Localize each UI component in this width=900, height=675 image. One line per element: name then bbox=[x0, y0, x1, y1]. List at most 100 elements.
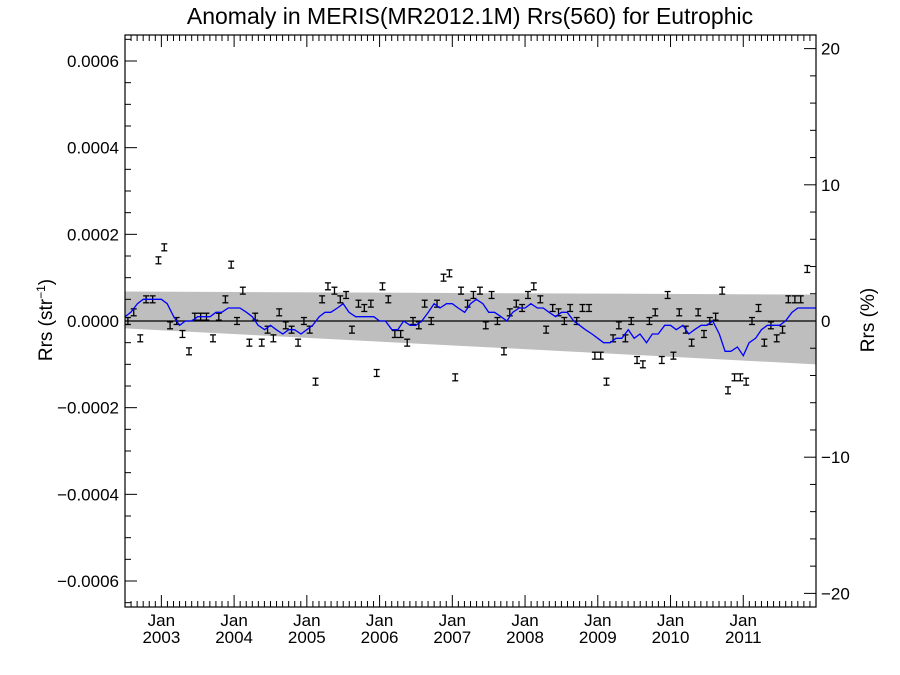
data-point-10 bbox=[186, 347, 193, 356]
data-point-47 bbox=[410, 316, 417, 326]
plot-area: 0.0006 0.0004 0.0002 0.0000 −0.0002 −0.0004 −0… bbox=[57, 34, 850, 647]
data-point-61 bbox=[494, 316, 501, 326]
data-point-95 bbox=[700, 329, 707, 339]
data-point-28 bbox=[295, 338, 302, 347]
x-tick-label-month-4: Jan bbox=[439, 611, 466, 630]
data-point-2 bbox=[137, 334, 144, 343]
y-tick-label-left-3: 0.0000 bbox=[67, 312, 119, 331]
y-axis-label-left: Rrs (str−1) bbox=[34, 279, 57, 361]
data-point-26 bbox=[282, 321, 289, 330]
data-point-98 bbox=[719, 286, 726, 295]
data-point-109 bbox=[785, 295, 792, 304]
data-point-110 bbox=[791, 295, 798, 304]
data-point-46 bbox=[404, 338, 411, 347]
y-tick-label-right-4: −20 bbox=[821, 584, 850, 603]
data-point-66 bbox=[524, 290, 531, 300]
data-point-86 bbox=[646, 316, 653, 326]
data-point-38 bbox=[355, 299, 362, 308]
data-point-111 bbox=[797, 295, 804, 304]
data-point-64 bbox=[513, 299, 520, 308]
y-tick-label-left-0: 0.0006 bbox=[67, 52, 119, 71]
data-point-15 bbox=[215, 312, 222, 321]
y-tick-label-left-1: 0.0004 bbox=[67, 139, 119, 158]
x-tick-label-year-7: 2010 bbox=[652, 628, 690, 647]
data-point-41 bbox=[373, 368, 380, 378]
data-point-52 bbox=[440, 273, 447, 282]
data-point-88 bbox=[658, 355, 665, 365]
data-point-18 bbox=[234, 316, 241, 326]
data-point-7 bbox=[167, 321, 174, 330]
data-point-103 bbox=[748, 316, 755, 326]
data-point-54 bbox=[452, 373, 459, 382]
data-point-68 bbox=[537, 295, 544, 304]
data-point-77 bbox=[591, 351, 598, 360]
data-point-89 bbox=[664, 290, 671, 300]
y-tick-label-right-1: 10 bbox=[821, 176, 840, 195]
y-tick-label-left-4: −0.0002 bbox=[57, 399, 119, 418]
data-point-31 bbox=[312, 377, 319, 386]
x-tick-label-year-6: 2009 bbox=[579, 628, 617, 647]
y-tick-label-left-6: −0.0006 bbox=[57, 572, 119, 591]
x-tick-label-year-4: 2007 bbox=[433, 628, 471, 647]
y-axis-label-right: Rrs (%) bbox=[858, 288, 879, 352]
x-tick-label-month-3: Jan bbox=[366, 611, 393, 630]
data-point-79 bbox=[603, 377, 610, 386]
x-tick-label-year-8: 2011 bbox=[725, 628, 762, 647]
x-tick-label-year-5: 2008 bbox=[506, 628, 544, 647]
data-point-16 bbox=[222, 295, 229, 304]
data-point-70 bbox=[549, 303, 556, 313]
data-point-35 bbox=[337, 295, 344, 304]
data-point-100 bbox=[731, 373, 738, 382]
data-point-69 bbox=[543, 325, 550, 334]
x-tick-label-year-2: 2005 bbox=[288, 628, 326, 647]
y-tick-label-right-2: 0 bbox=[821, 312, 830, 331]
data-point-78 bbox=[597, 351, 604, 360]
data-point-57 bbox=[470, 290, 477, 300]
x-tick-label-month-8: Jan bbox=[730, 611, 757, 630]
data-point-90 bbox=[670, 351, 677, 360]
data-point-97 bbox=[712, 312, 719, 321]
y-tick-label-right-0: 20 bbox=[821, 40, 840, 59]
data-point-14 bbox=[210, 334, 217, 343]
chart-title: Anomaly in MERIS(MR2012.1M) Rrs(560) for… bbox=[187, 3, 753, 29]
uncertainty-band bbox=[125, 291, 816, 365]
data-point-85 bbox=[639, 360, 646, 369]
data-point-102 bbox=[743, 377, 750, 386]
data-point-104 bbox=[755, 303, 762, 313]
data-point-43 bbox=[385, 295, 392, 304]
data-point-42 bbox=[379, 282, 386, 291]
data-point-60 bbox=[488, 290, 495, 300]
data-point-107 bbox=[773, 334, 780, 343]
x-tick-label-year-1: 2004 bbox=[215, 628, 253, 647]
data-point-34 bbox=[331, 286, 338, 295]
data-point-53 bbox=[446, 269, 453, 278]
x-tick-label-month-0: Jan bbox=[148, 611, 175, 630]
data-point-24 bbox=[270, 334, 277, 343]
data-point-20 bbox=[246, 338, 253, 347]
data-point-93 bbox=[688, 338, 695, 347]
data-point-25 bbox=[276, 308, 283, 317]
y-tick-label-left-5: −0.0004 bbox=[57, 485, 119, 504]
data-point-94 bbox=[695, 308, 702, 317]
data-point-99 bbox=[724, 386, 731, 395]
data-point-112 bbox=[804, 264, 811, 274]
data-point-73 bbox=[567, 303, 574, 313]
data-point-75 bbox=[579, 303, 586, 313]
y-tick-label-right-3: −10 bbox=[821, 448, 850, 467]
data-point-37 bbox=[348, 325, 355, 334]
y-axis-label-left-main: Rrs (str bbox=[36, 298, 57, 361]
x-tick-label-month-7: Jan bbox=[657, 611, 684, 630]
data-point-39 bbox=[361, 303, 368, 313]
data-point-76 bbox=[586, 303, 593, 313]
data-point-82 bbox=[622, 334, 629, 343]
data-point-44 bbox=[391, 329, 398, 339]
data-point-32 bbox=[319, 295, 326, 304]
data-point-84 bbox=[634, 355, 641, 365]
data-point-72 bbox=[561, 316, 568, 326]
data-point-33 bbox=[324, 282, 331, 291]
x-tick-label-month-6: Jan bbox=[584, 611, 611, 630]
x-tick-label-year-0: 2003 bbox=[142, 628, 180, 647]
data-point-49 bbox=[421, 299, 428, 308]
data-point-62 bbox=[500, 347, 507, 356]
data-point-5 bbox=[155, 256, 162, 265]
